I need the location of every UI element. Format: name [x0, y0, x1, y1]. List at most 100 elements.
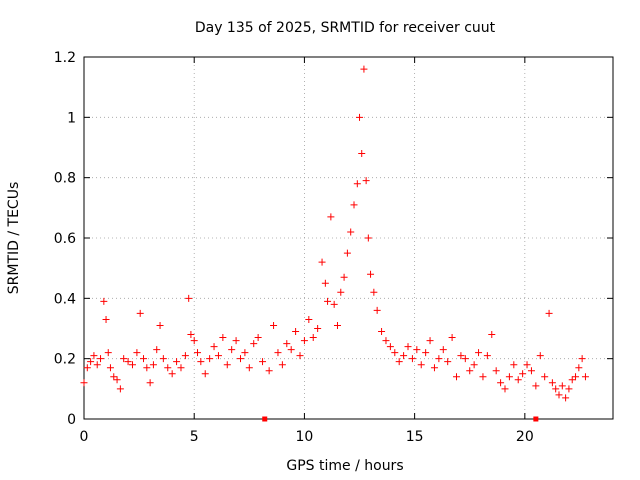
- data-point: [223, 361, 231, 369]
- data-point: [343, 249, 351, 257]
- data-point: [350, 201, 358, 209]
- data-point: [356, 113, 364, 121]
- data-point: [337, 288, 345, 296]
- data-point: [510, 361, 518, 369]
- data-point: [492, 367, 500, 375]
- x-tick-label: 10: [296, 429, 314, 445]
- data-point: [497, 379, 505, 387]
- data-point: [232, 337, 240, 345]
- data-point: [97, 355, 105, 363]
- y-tick-label: 1: [67, 110, 76, 126]
- data-point: [124, 358, 132, 366]
- data-point: [439, 346, 447, 354]
- data-point: [453, 373, 461, 381]
- data-point: [562, 394, 570, 402]
- data-point: [324, 297, 332, 305]
- data-point: [360, 65, 368, 73]
- data-point: [382, 337, 390, 345]
- data-point: [173, 358, 181, 366]
- data-point: [568, 376, 576, 384]
- data-point: [488, 331, 496, 339]
- data-point: [236, 355, 244, 363]
- data-point: [572, 373, 580, 381]
- y-axis-label: SRMTID / TECUs: [6, 182, 22, 295]
- x-tick-label: 5: [190, 429, 199, 445]
- data-point: [287, 346, 295, 354]
- data-point: [413, 346, 421, 354]
- data-point: [548, 379, 556, 387]
- data-point: [296, 352, 304, 360]
- data-point: [523, 361, 531, 369]
- data-point: [241, 349, 249, 357]
- x-tick-label: 20: [516, 429, 534, 445]
- chart-title: Day 135 of 2025, SRMTID for receiver cuu…: [195, 20, 496, 36]
- data-point: [370, 288, 378, 296]
- data-point: [483, 352, 491, 360]
- data-point: [228, 346, 236, 354]
- data-point: [106, 364, 114, 372]
- data-point: [435, 355, 443, 363]
- data-point: [187, 331, 195, 339]
- data-point: [466, 367, 474, 375]
- data-point: [164, 364, 172, 372]
- data-point: [373, 306, 381, 314]
- data-point: [104, 349, 112, 357]
- data-point: [362, 177, 370, 185]
- data-point: [102, 315, 110, 323]
- data-point: [358, 150, 366, 158]
- ticks: 0 0.2 0.4 0.6 0.8 1 1.2 0 5 10 15 20: [54, 50, 613, 445]
- data-point: [408, 355, 416, 363]
- data-point: [190, 337, 198, 345]
- data-point: [321, 279, 329, 287]
- data-point: [461, 355, 469, 363]
- x-axis-label: GPS time / hours: [286, 458, 403, 474]
- data-point: [219, 334, 227, 342]
- data-point: [90, 352, 98, 360]
- data-point: [395, 358, 403, 366]
- data-point: [254, 334, 262, 342]
- data-point: [514, 376, 522, 384]
- data-point: [140, 355, 148, 363]
- x-tick-label: 0: [80, 429, 89, 445]
- data-point: [110, 373, 118, 381]
- data-point: [505, 373, 513, 381]
- axis-marker: [262, 416, 268, 422]
- data-point: [259, 358, 267, 366]
- data-point: [283, 340, 291, 348]
- data-point: [156, 321, 164, 329]
- data-point: [532, 382, 540, 390]
- data-point: [83, 364, 91, 372]
- data-point: [270, 321, 278, 329]
- data-point: [541, 373, 549, 381]
- y-tick-label: 0.2: [54, 352, 76, 368]
- data-point: [327, 213, 335, 221]
- y-tick-label: 0.6: [54, 231, 76, 247]
- data-point: [378, 328, 386, 336]
- data-point: [536, 352, 544, 360]
- data-point: [185, 294, 193, 302]
- data-point: [80, 379, 88, 387]
- data-point: [159, 355, 167, 363]
- data-point: [340, 273, 348, 281]
- data-point: [426, 337, 434, 345]
- data-point: [309, 334, 317, 342]
- data-point: [314, 325, 322, 332]
- data-point: [391, 349, 399, 357]
- y-tick-label: 0: [67, 412, 76, 428]
- data-point: [292, 328, 300, 336]
- data-point: [93, 361, 101, 369]
- y-tick-label: 0.8: [54, 171, 76, 187]
- axis-markers: [262, 416, 539, 422]
- data-point: [501, 385, 509, 393]
- data-point: [136, 309, 144, 317]
- data-point: [113, 376, 121, 384]
- data-point: [552, 385, 560, 393]
- data-point: [194, 349, 202, 357]
- data-point: [581, 373, 589, 381]
- data-point: [87, 358, 95, 366]
- data-point: [265, 367, 273, 375]
- data-point: [330, 300, 338, 308]
- data-point: [527, 367, 535, 375]
- data-point: [177, 364, 185, 372]
